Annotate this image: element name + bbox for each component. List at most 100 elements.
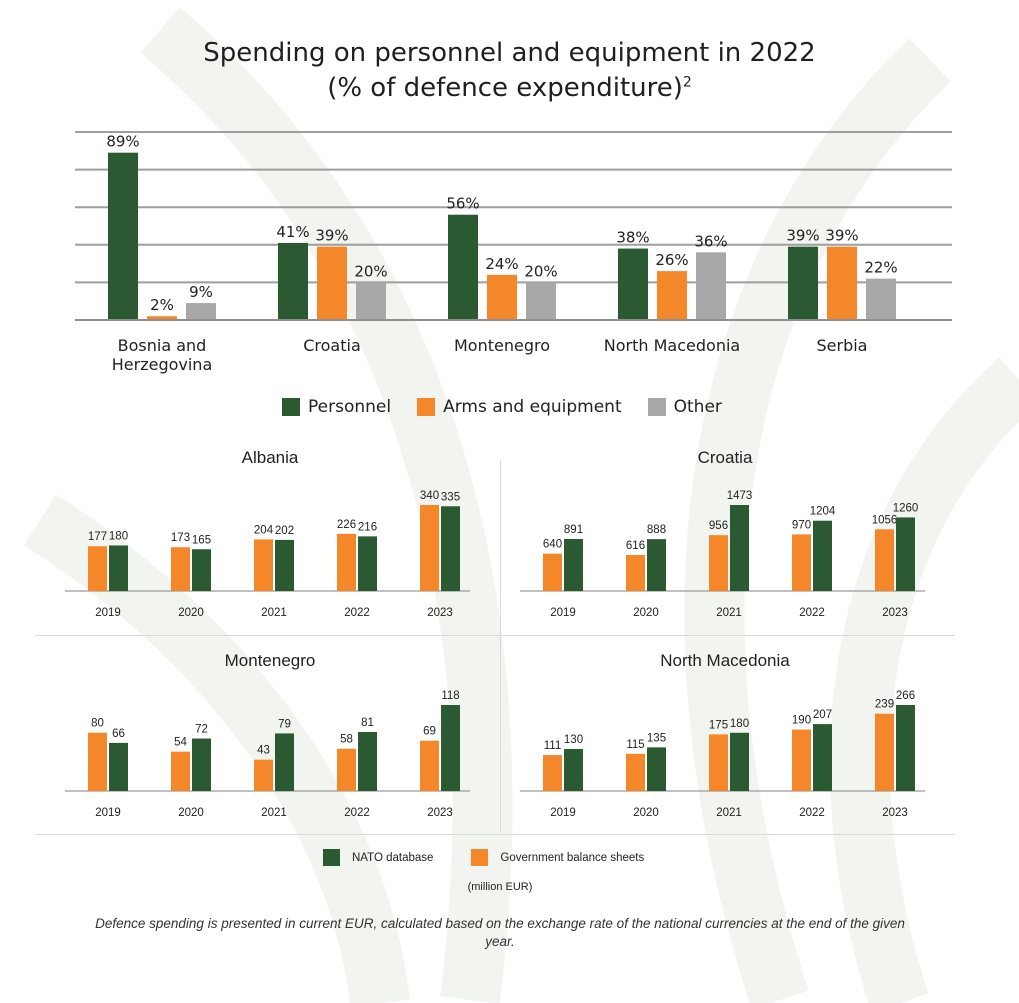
data-label-nato-montenegro-2020: 72 [195, 724, 208, 736]
category-label-montenegro: Montenegro [454, 336, 550, 355]
data-label-gov-montenegro-2019: 80 [91, 718, 104, 730]
bar-nato-albania-2021 [275, 539, 294, 591]
bar-nato-north-macedonia-2023 [896, 705, 915, 791]
data-label-other-north-macedonia: 36% [694, 232, 727, 250]
data-label-personnel-north-macedonia: 38% [616, 229, 649, 247]
bar-personnel-north-macedonia [618, 248, 648, 320]
data-label-arms-serbia: 39% [825, 227, 858, 245]
horizontal-divider-mid [35, 635, 955, 636]
horizontal-divider-bottom [35, 834, 955, 835]
data-label-personnel-montenegro: 56% [446, 195, 479, 213]
data-label-personnel-bosnia-and-herzegovina: 89% [106, 133, 139, 151]
bar-nato-montenegro-2021 [275, 733, 294, 791]
data-label-nato-montenegro-2023: 118 [441, 690, 459, 702]
data-label-nato-croatia-2020: 888 [647, 524, 666, 536]
bar-gov-montenegro-2022 [337, 748, 356, 791]
data-label-nato-montenegro-2019: 66 [112, 728, 125, 740]
legend-swatch-personnel [282, 398, 300, 416]
data-label-nato-croatia-2021: 1473 [727, 490, 753, 502]
secondary-legend: NATO database Government balance sheets [323, 849, 682, 866]
bar-nato-albania-2022 [358, 536, 377, 591]
data-label-nato-albania-2023: 335 [441, 491, 460, 503]
bar-nato-montenegro-2023 [441, 705, 460, 791]
bar-nato-albania-2023 [441, 506, 460, 591]
legend-label-gov: Government balance sheets [500, 851, 645, 864]
bar-nato-albania-2019 [109, 545, 128, 591]
bar-arms-bosnia-and-herzegovina [147, 316, 177, 320]
data-label-gov-croatia-2021: 956 [709, 520, 728, 532]
bar-gov-albania-2021 [254, 539, 273, 591]
year-label-albania-2022: 2022 [344, 607, 370, 619]
data-label-gov-albania-2021: 204 [254, 524, 274, 536]
data-label-gov-montenegro-2020: 54 [174, 737, 187, 749]
panel-montenegro: Montenegro 80 66 2019 54 72 2020 43 79 2021 58 81 2… [60, 648, 480, 828]
main-legend: Personnel Arms and equipment Other [282, 397, 748, 417]
data-label-gov-north-macedonia-2020: 115 [626, 739, 644, 751]
vertical-divider [500, 460, 501, 832]
bar-gov-north-macedonia-2019 [543, 755, 562, 791]
data-label-arms-croatia: 39% [315, 227, 348, 245]
data-label-gov-north-macedonia-2019: 111 [544, 740, 561, 752]
bar-other-montenegro [526, 282, 556, 320]
year-label-croatia-2020: 2020 [633, 607, 659, 619]
category-label-bosnia-and-herzegovina-line-1: Bosnia and [118, 336, 207, 355]
year-label-north-macedonia-2023: 2023 [882, 807, 908, 819]
panel-title-croatia: Croatia [697, 448, 753, 467]
bar-nato-croatia-2019 [564, 538, 583, 591]
chart-albania: 177 180 2019 173 165 2020 204 202 2021 226 216 2022… [65, 490, 470, 619]
year-label-north-macedonia-2021: 2021 [716, 807, 742, 819]
bar-nato-north-macedonia-2022 [813, 724, 832, 791]
data-label-nato-north-macedonia-2023: 266 [896, 690, 915, 702]
panel-title-north-macedonia: North Macedonia [660, 651, 790, 670]
data-label-nato-croatia-2023: 1260 [893, 502, 919, 514]
legend-label-arms: Arms and equipment [443, 397, 622, 417]
data-label-gov-albania-2019: 177 [88, 531, 107, 543]
bar-nato-croatia-2020 [647, 539, 666, 591]
data-label-other-montenegro: 20% [524, 262, 557, 280]
bar-gov-north-macedonia-2020 [626, 753, 645, 791]
bar-nato-north-macedonia-2020 [647, 747, 666, 791]
data-label-other-serbia: 22% [864, 259, 897, 277]
bar-other-bosnia-and-herzegovina [186, 303, 216, 320]
data-label-nato-albania-2022: 216 [358, 521, 377, 533]
data-label-gov-albania-2022: 226 [337, 519, 356, 531]
data-label-gov-croatia-2023: 1056 [872, 514, 898, 526]
year-label-albania-2021: 2021 [261, 607, 287, 619]
legend-swatch-nato [323, 849, 340, 866]
bar-personnel-montenegro [448, 214, 478, 320]
data-label-nato-albania-2020: 165 [192, 534, 211, 546]
year-label-montenegro-2023: 2023 [427, 807, 453, 819]
data-label-gov-croatia-2019: 640 [543, 539, 562, 551]
data-label-other-croatia: 20% [354, 262, 387, 280]
bar-arms-serbia [827, 246, 857, 320]
year-label-north-macedonia-2019: 2019 [550, 807, 576, 819]
bar-gov-montenegro-2021 [254, 759, 273, 791]
data-label-personnel-serbia: 39% [786, 227, 819, 245]
data-label-other-bosnia-and-herzegovina: 9% [189, 283, 213, 301]
bar-nato-croatia-2022 [813, 520, 832, 591]
bar-nato-montenegro-2020 [192, 738, 211, 791]
panel-title-montenegro: Montenegro [224, 651, 316, 670]
category-label-croatia: Croatia [303, 336, 361, 355]
year-label-montenegro-2019: 2019 [95, 807, 121, 819]
data-label-gov-croatia-2020: 616 [626, 540, 645, 552]
bar-gov-north-macedonia-2021 [709, 734, 728, 791]
bar-gov-croatia-2019 [543, 553, 562, 591]
year-label-croatia-2021: 2021 [716, 607, 742, 619]
title-footnote-mark: 2 [682, 74, 692, 91]
bar-nato-croatia-2021 [730, 505, 749, 591]
legend-item-personnel: Personnel [282, 397, 391, 417]
title-line-1: Spending on personnel and equipment in 2… [203, 38, 816, 68]
bar-gov-albania-2023 [420, 505, 439, 591]
bar-personnel-croatia [278, 242, 308, 320]
bar-nato-north-macedonia-2021 [730, 732, 749, 791]
bar-gov-albania-2019 [88, 546, 107, 591]
data-label-nato-north-macedonia-2021: 180 [730, 718, 749, 730]
legend-item-arms: Arms and equipment [417, 397, 622, 417]
year-label-albania-2023: 2023 [427, 607, 453, 619]
bar-arms-north-macedonia [657, 271, 687, 320]
bar-gov-north-macedonia-2022 [792, 729, 811, 791]
